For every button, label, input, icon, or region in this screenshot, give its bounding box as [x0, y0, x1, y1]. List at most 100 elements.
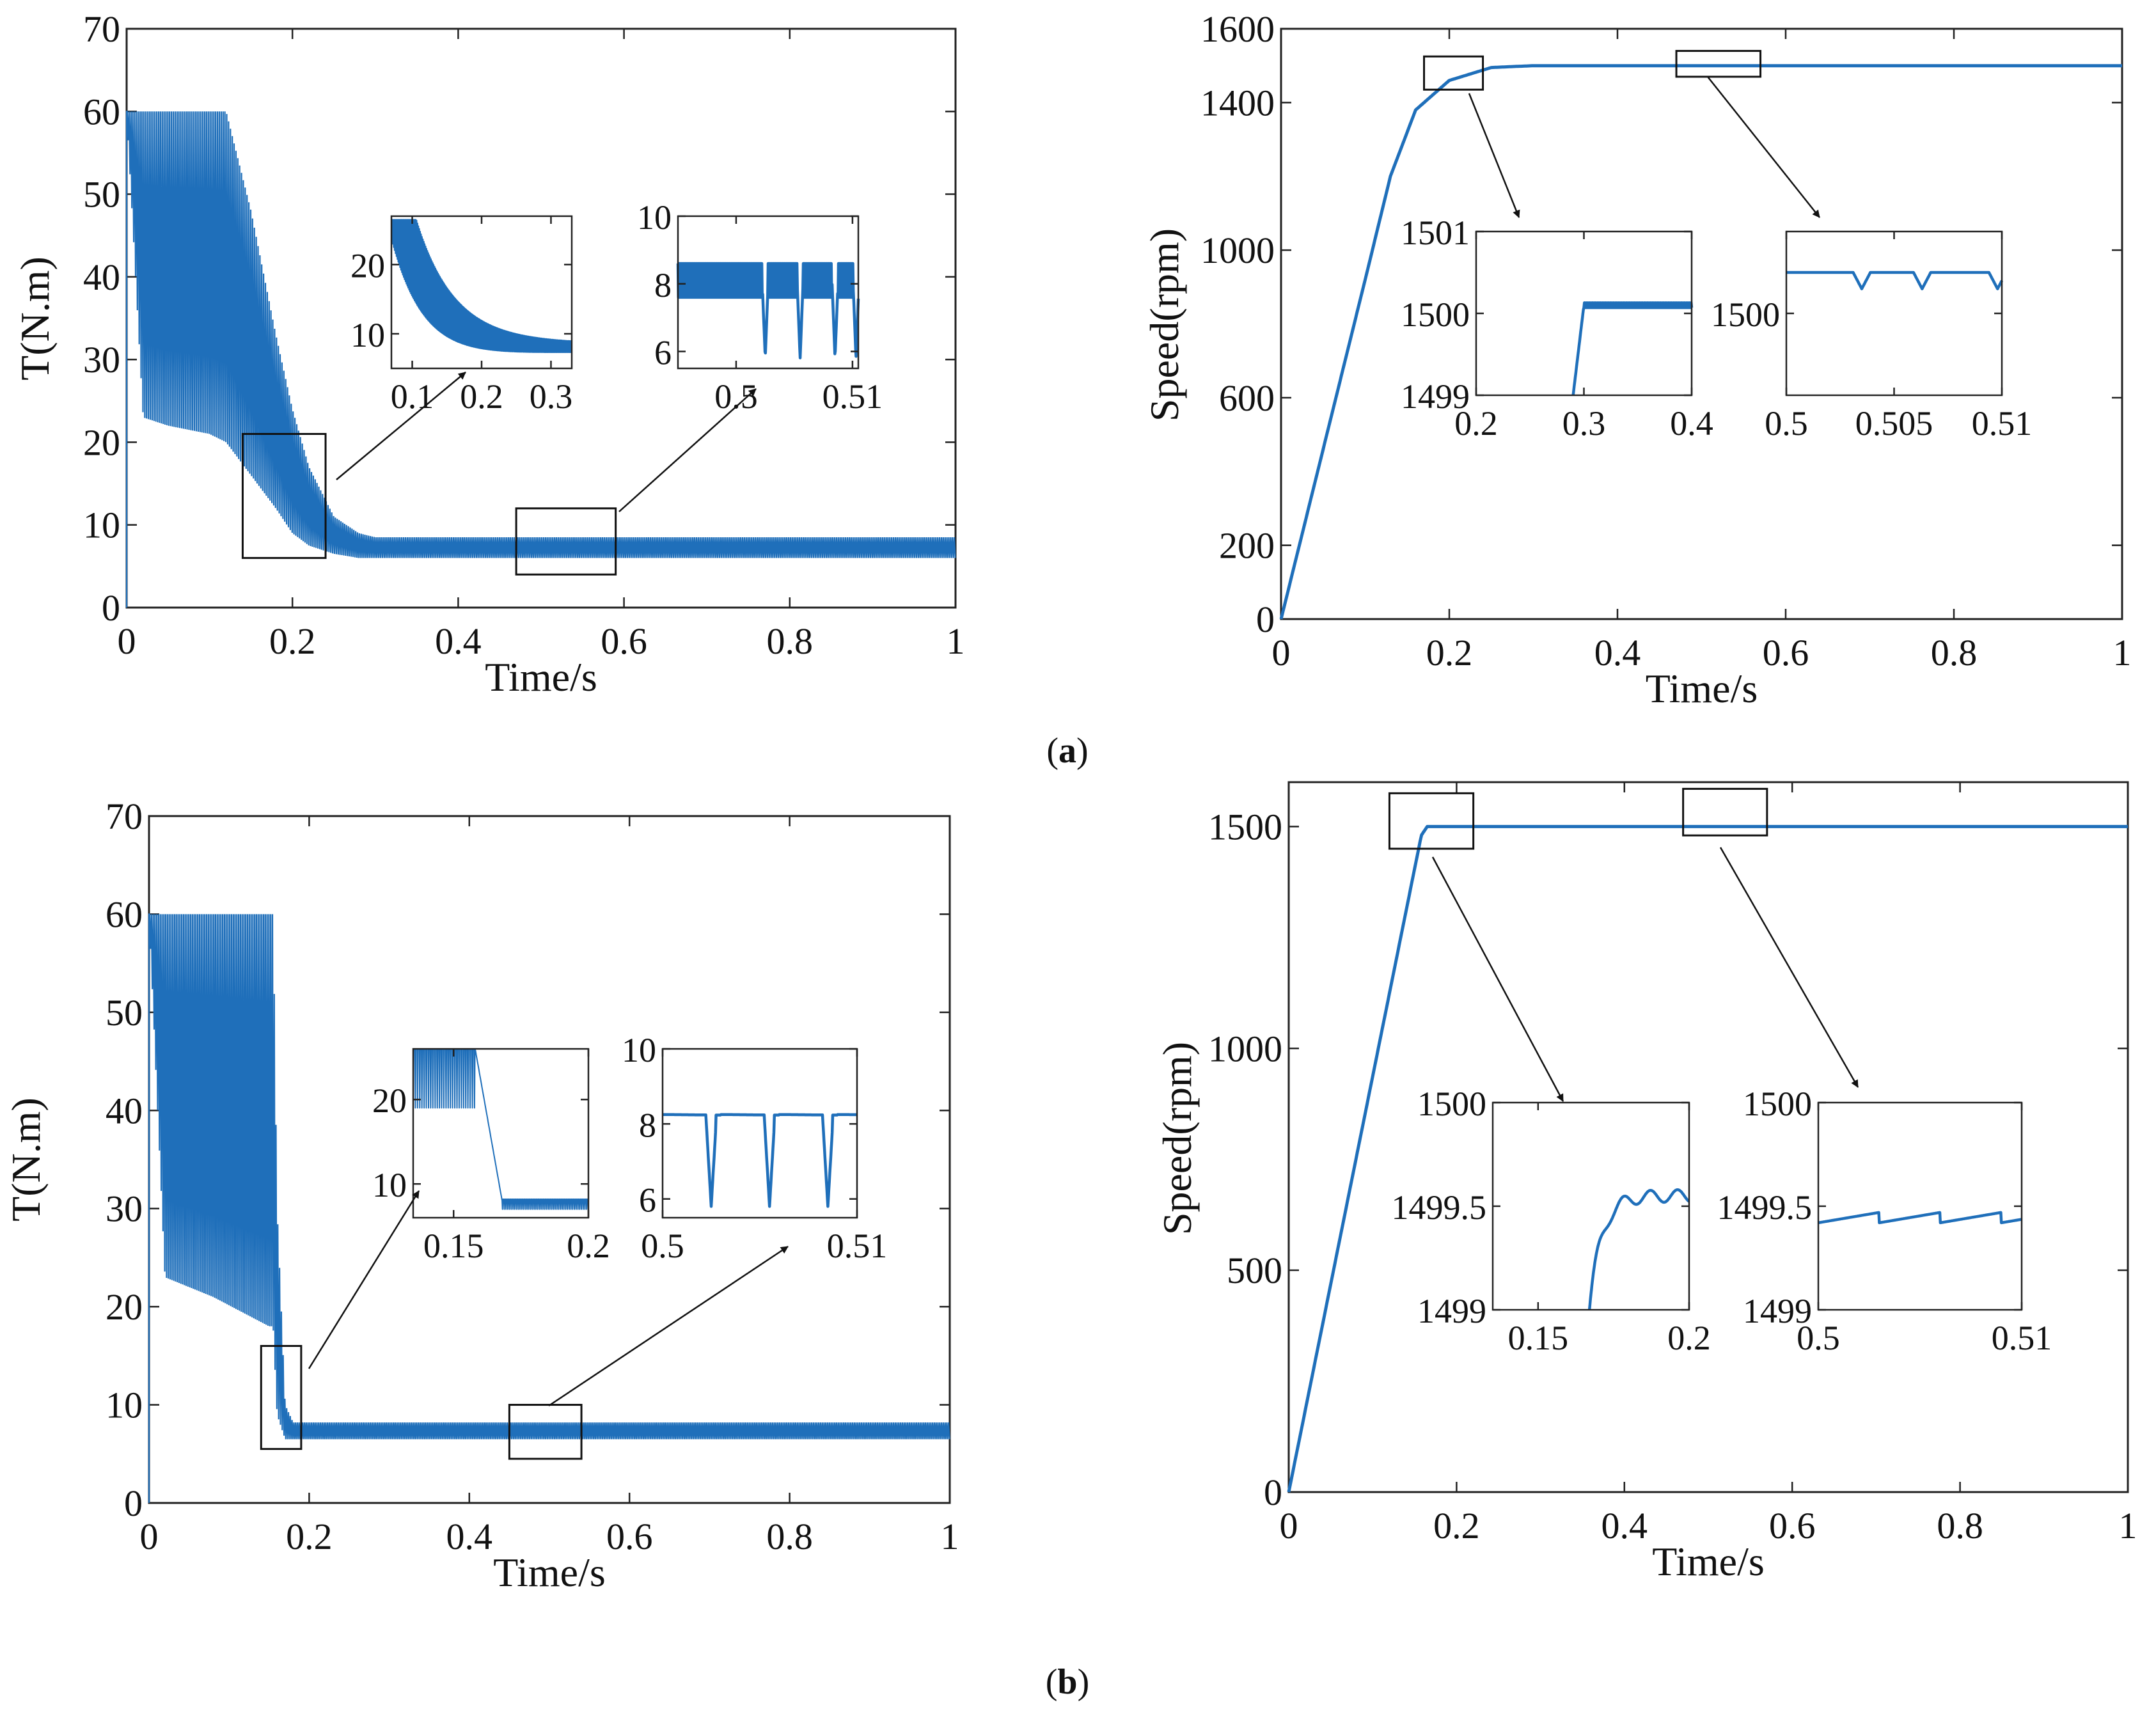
b_torque-inset-2-line: [661, 1113, 858, 1208]
a_torque-zoom-arrow-1: [336, 372, 466, 480]
a_torque-xlabel: Time/s: [485, 654, 597, 700]
a_torque-ytick-label: 10: [83, 505, 120, 546]
a_speed-zoom-arrow-2: [1707, 76, 1820, 218]
b_speed-inset-1-xtick-label: 0.2: [1667, 1319, 1711, 1357]
b_speed-xlabel: Time/s: [1652, 1539, 1765, 1584]
a_speed-inset-1-line: [1571, 301, 1694, 396]
a_speed-xtick-label: 0.8: [1931, 632, 1978, 673]
b_speed-inset-1-ytick-label: 1500: [1417, 1085, 1486, 1123]
b_speed-inset-2-xtick-label: 0.51: [1992, 1319, 2052, 1357]
a_torque-inset-1-xtick-label: 0.3: [530, 377, 573, 416]
b_speed-xtick-label: 0.2: [1433, 1505, 1480, 1546]
b_speed-inset-1-line: [1587, 1188, 1690, 1310]
b_speed-ytick-label: 1500: [1208, 806, 1282, 847]
b_speed-ytick-label: 1000: [1208, 1028, 1282, 1069]
a_torque-zoom-box-1: [241, 433, 327, 559]
a_torque-inset-2-ytick-label: 10: [637, 198, 672, 237]
b_torque-ytick-label: 30: [106, 1188, 143, 1230]
a_torque-inset-1-xtick-label: 0.1: [391, 377, 434, 416]
b_speed-chart: 0 0.2 0.4 0.6 0.8 1 0 500 1000 1500 0.15 0.2 1499 149…: [1154, 781, 2137, 1584]
b_speed-series-line: [1287, 824, 2128, 1493]
b_speed-xtick-label: 0.6: [1769, 1505, 1816, 1546]
a_torque-xtick-label: 0.6: [601, 620, 647, 662]
b_speed-zoom-arrow-1: [1431, 856, 1564, 1102]
b_speed-zoom-arrow-2: [1719, 847, 1859, 1088]
a_torque-inset-1-xtick-label: 0.2: [460, 377, 503, 416]
b_torque-inset-1-xtick-label: 0.15: [423, 1227, 484, 1265]
panel-label-b: (b): [1046, 1662, 1089, 1702]
b_torque-inset-1-frame: [412, 1048, 590, 1219]
b_torque-inset-2-xtick-label: 0.51: [827, 1227, 888, 1265]
b_torque-ytick-label: 10: [106, 1385, 143, 1426]
a_speed-xtick-label: 0: [1272, 632, 1291, 673]
a_speed-inset-1-ytick-label: 1501: [1401, 214, 1470, 252]
b_speed-ytick-label: 0: [1264, 1472, 1282, 1513]
b_torque-series-line: [148, 913, 950, 1503]
b_torque-zoom-box-1: [260, 1345, 303, 1451]
a_speed-inset-1-xtick-label: 0.3: [1562, 404, 1606, 443]
b_speed-ytick-label: 500: [1227, 1250, 1282, 1291]
b_speed-frame: [1287, 781, 2129, 1493]
a_torque-xtick-label: 0: [118, 620, 136, 662]
b_torque-zoom-arrow-1: [308, 1190, 420, 1369]
a_torque-series-line: [125, 111, 956, 608]
a_speed-ylabel: Speed(rpm): [1142, 228, 1187, 421]
a_speed-xtick-label: 0.2: [1426, 632, 1473, 673]
b_speed-inset-2-ytick-label: 1499: [1743, 1292, 1812, 1330]
b_torque-inset-2-frame: [661, 1048, 858, 1219]
b_speed-inset-1-ytick-label: 1499: [1417, 1292, 1486, 1330]
a_speed-ytick-label: 1000: [1200, 230, 1275, 271]
a_torque-xtick-label: 1: [947, 620, 965, 662]
b_torque-inset-1-ytick-label: 20: [372, 1081, 407, 1120]
a_speed-ytick-label: 0: [1256, 599, 1275, 640]
a_torque-ytick-label: 0: [102, 587, 120, 629]
b_torque-inset-2-ytick-label: 10: [622, 1031, 656, 1069]
b_torque-ytick-label: 40: [106, 1090, 143, 1131]
a_torque-ytick-label: 30: [83, 339, 120, 381]
a_torque-ytick-label: 20: [83, 421, 120, 463]
a_speed-xtick-label: 0.6: [1763, 632, 1809, 673]
a_speed-ytick-label: 600: [1219, 377, 1275, 419]
b_torque-xtick-label: 0.8: [766, 1516, 813, 1557]
a_speed-ytick-label: 1400: [1200, 82, 1275, 123]
a_speed-inset-2-xtick-label: 0.5: [1765, 404, 1808, 443]
b_torque-ytick-label: 20: [106, 1286, 143, 1328]
b_speed-xtick-label: 0.8: [1937, 1505, 1983, 1546]
b_torque-ytick-label: 70: [106, 796, 143, 837]
a_torque-xtick-label: 0.4: [435, 620, 482, 662]
b_speed-inset-2-ytick-label: 1499.5: [1717, 1188, 1813, 1227]
a_speed-zoom-box-1: [1423, 55, 1484, 91]
b_torque-xtick-label: 0.6: [606, 1516, 653, 1557]
panel-label-a: (a): [1046, 731, 1088, 771]
b_torque-xtick-label: 0.2: [286, 1516, 333, 1557]
a_speed-xtick-label: 1: [2113, 632, 2132, 673]
a_torque-inset-2-ytick-label: 6: [654, 334, 672, 372]
a_torque-inset-2-ytick-label: 8: [654, 266, 672, 304]
a_torque-zoom-box-2: [515, 507, 617, 576]
b_speed-xtick-label: 0.4: [1601, 1505, 1648, 1546]
a_torque-ytick-label: 70: [83, 8, 120, 50]
a_speed-xlabel: Time/s: [1646, 666, 1758, 711]
b_torque-zoom-arrow-2: [548, 1245, 789, 1407]
b_speed-inset-2-line: [1817, 1211, 2023, 1225]
a_torque-xtick-label: 0.2: [269, 620, 316, 662]
b_torque-xtick-label: 1: [941, 1516, 959, 1557]
a_torque-ytick-label: 50: [83, 174, 120, 216]
a_torque-ylabel: T(N.m): [12, 256, 58, 381]
b_torque-ylabel: T(N.m): [3, 1097, 49, 1222]
a_torque-inset-1-line: [391, 219, 572, 353]
b_torque-inset-2-ytick-label: 6: [639, 1181, 656, 1220]
a_speed-frame: [1280, 28, 2123, 620]
a_torque-inset-2-frame: [677, 215, 860, 370]
a_speed-series-line: [1279, 64, 2123, 620]
b_torque-xlabel: Time/s: [493, 1550, 606, 1595]
a_speed-zoom-arrow-1: [1468, 93, 1520, 218]
a_torque-inset-2-line: [676, 262, 860, 359]
a_speed-inset-2-xtick-label: 0.505: [1855, 404, 1933, 443]
a_torque-xtick-label: 0.8: [767, 620, 814, 662]
a_speed-inset-2-ytick-label: 1500: [1711, 295, 1780, 334]
a_torque-zoom-arrow-2: [618, 388, 757, 512]
